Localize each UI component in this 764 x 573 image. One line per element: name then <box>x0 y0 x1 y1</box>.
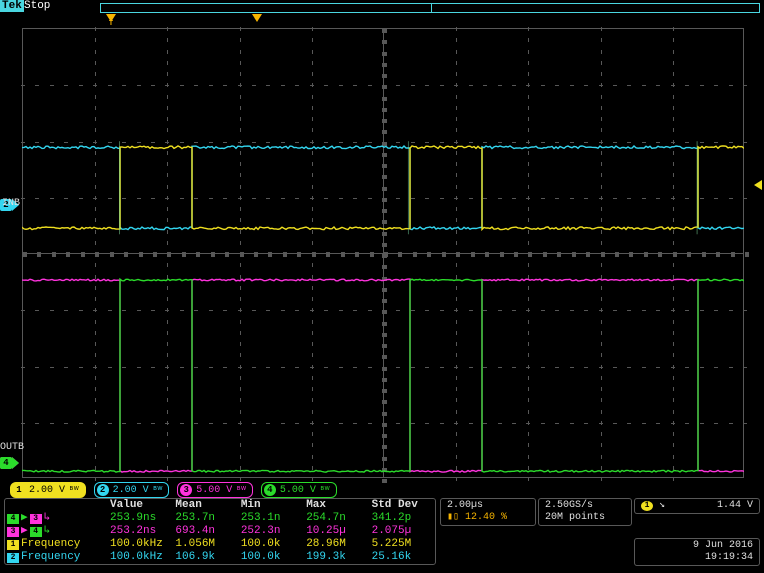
cursor-marker[interactable] <box>252 14 262 26</box>
waveform-grid[interactable] <box>22 28 744 478</box>
ch4-ground-marker[interactable]: 4 <box>0 456 22 470</box>
falling-edge-icon: ↘ <box>659 500 665 512</box>
meas-row-4: 2 Frequency100.0kHz106.9k100.0k199.3k25.… <box>5 551 435 564</box>
ch1-vdiv[interactable]: 12.00 V ᴮᵂ <box>10 482 86 498</box>
ch4-vdiv[interactable]: 45.00 V ᴮᵂ <box>261 482 337 498</box>
vertical-scale-bar: 12.00 V ᴮᵂ 22.00 V ᴮᵂ 35.00 V ᴮᵂ 45.00 V… <box>10 482 337 496</box>
trigger-position-marker[interactable]: T <box>106 14 116 26</box>
logo: Tek <box>0 0 24 12</box>
date-time-readout: 9 Jun 2016 19:19:34 <box>634 538 760 566</box>
ch2-vdiv[interactable]: 22.00 V ᴮᵂ <box>94 482 170 498</box>
acquisition-readout[interactable]: 2.50GS/s 20M points <box>538 498 632 526</box>
trigger-source-icon: 1 <box>641 501 653 511</box>
trigger-level-arrow[interactable] <box>754 180 762 190</box>
ch3-vdiv[interactable]: 35.00 V ᴮᵂ <box>177 482 253 498</box>
meas-row-1: 4▶3↳253.9ns253.7n253.1n254.7n341.2p <box>5 512 435 525</box>
meas-row-2: 3▶4↳253.2ns693.4n252.3n10.25µ2.075µ <box>5 525 435 538</box>
acquisition-state: Stop <box>24 0 50 12</box>
trigger-readout[interactable]: 1 ↘ 1.44 V <box>634 498 760 514</box>
meas-row-3: 1 Frequency100.0kHz1.056M100.0k28.96M5.2… <box>5 538 435 551</box>
timebase-readout[interactable]: 2.00µs ▮▯ 12.40 % <box>440 498 536 526</box>
svg-text:T: T <box>109 20 113 26</box>
outb-label: OUTB <box>0 442 24 453</box>
top-time-ruler <box>100 3 760 13</box>
inb-label: INB <box>2 198 20 209</box>
measurement-table: Value Mean Min Max Std Dev 4▶3↳253.9ns25… <box>4 498 436 565</box>
